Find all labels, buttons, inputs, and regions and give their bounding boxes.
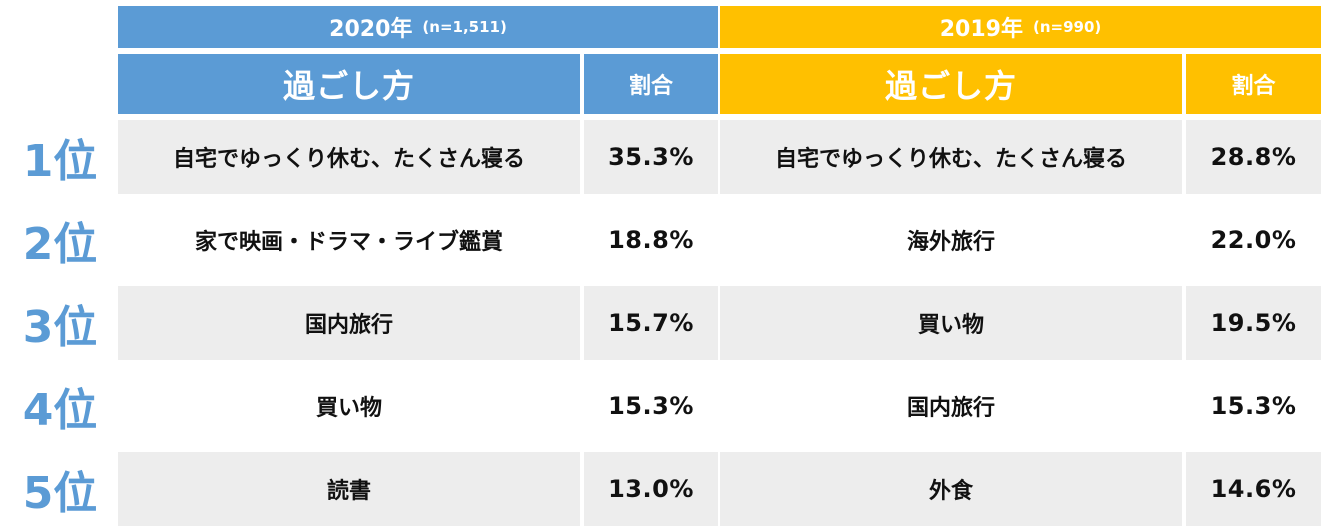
method-2019-rank-1: 自宅でゆっくり休む、たくさん寝る <box>720 120 1182 194</box>
rank-label-1: 1位 <box>22 136 98 187</box>
year-label-2019: 2019年 <box>939 17 1023 42</box>
year-label-2020: 2020年 <box>329 17 413 42</box>
ratio-2019-rank-4: 15.3% <box>1210 392 1297 420</box>
method-2019-rank-4: 国内旅行 <box>906 396 995 421</box>
ratio-2020-rank-1: 35.3% <box>584 120 718 194</box>
rank-label-2: 2位 <box>22 219 98 270</box>
method-2020-rank-1: 自宅でゆっくり休む、たくさん寝る <box>118 120 580 194</box>
ratio-2019-rank-2: 22.0% <box>1210 226 1297 254</box>
method-2019-rank-3: 買い物 <box>720 286 1182 360</box>
sample-size-2019: (n=990) <box>1032 18 1102 36</box>
year-header-2019: 2019年 (n=990) <box>720 6 1321 48</box>
ratio-2020-rank-4: 15.3% <box>608 392 694 420</box>
rank-label-4: 4位 <box>22 385 98 436</box>
ratio-2019-rank-3: 19.5% <box>1186 286 1321 360</box>
rank-label-5: 5位 <box>22 468 98 519</box>
rank-label-3: 3位 <box>22 302 98 353</box>
method-2020-rank-3: 国内旅行 <box>118 286 580 360</box>
method-2020-rank-4: 買い物 <box>315 396 382 421</box>
method-2019-rank-2: 海外旅行 <box>906 230 995 255</box>
method-2020-rank-5: 読書 <box>118 452 580 526</box>
column-header-ratio-2020: 割合 <box>584 54 718 114</box>
method-2019-rank-5: 外食 <box>720 452 1182 526</box>
column-header-method-2019: 過ごし方 <box>720 54 1182 114</box>
ratio-2019-rank-5: 14.6% <box>1186 452 1321 526</box>
ratio-2019-rank-1: 28.8% <box>1186 120 1321 194</box>
column-header-ratio-2019: 割合 <box>1186 54 1321 114</box>
column-header-method-2020: 過ごし方 <box>118 54 580 114</box>
ratio-2020-rank-2: 18.8% <box>608 226 694 254</box>
method-2020-rank-2: 家で映画・ドラマ・ライブ鑑賞 <box>194 230 503 255</box>
ratio-2020-rank-5: 13.0% <box>584 452 718 526</box>
ratio-2020-rank-3: 15.7% <box>584 286 718 360</box>
year-header-2020: 2020年 (n=1,511) <box>118 6 718 48</box>
sample-size-2020: (n=1,511) <box>422 18 507 36</box>
